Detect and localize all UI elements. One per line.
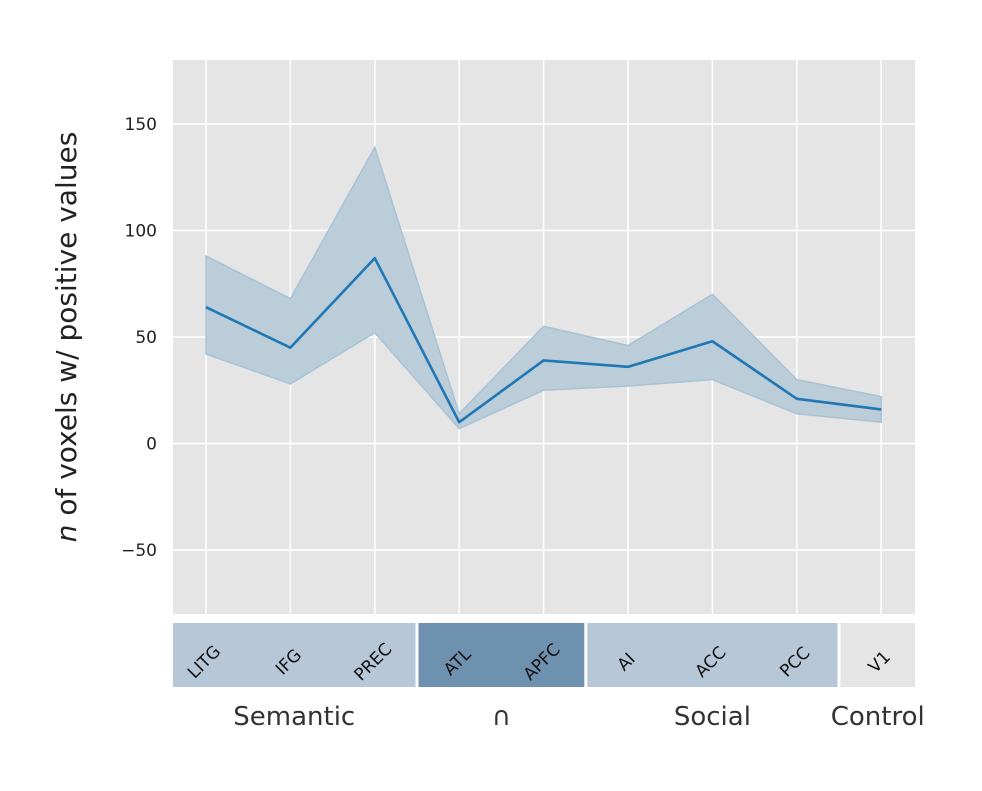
- series-line: [205, 256, 882, 424]
- confidence-band: [205, 145, 882, 430]
- region-group-label: ∩: [492, 702, 511, 732]
- region-group-label: Semantic: [233, 702, 355, 732]
- y-axis-label-rest: of voxels w/ positive values: [50, 132, 83, 525]
- y-tick-label: −50: [121, 541, 157, 561]
- confidence-band-area: [205, 145, 882, 430]
- region-strip: LITG IFG PREC ATL APFC AI ACC PCC V1: [173, 623, 915, 687]
- y-axis-label: n of voxels w/ positive values: [50, 132, 83, 543]
- y-tick-label: 150: [125, 115, 157, 135]
- y-axis-label-n: n: [50, 525, 83, 543]
- y-tick-label: 50: [135, 328, 157, 348]
- region-group-block: [418, 623, 585, 687]
- region-group-label: Social: [674, 702, 751, 732]
- y-tick-label: 0: [146, 435, 157, 455]
- region-group-labels: Semantic ∩ Social Control: [233, 702, 924, 732]
- y-tick-label: 100: [125, 221, 157, 241]
- region-group-block: [840, 623, 915, 687]
- region-group-label: Control: [831, 702, 925, 732]
- region-group-block: [173, 623, 416, 687]
- region-group-block: [587, 623, 838, 687]
- y-axis-ticks: −50 0 50 100 150: [121, 115, 157, 561]
